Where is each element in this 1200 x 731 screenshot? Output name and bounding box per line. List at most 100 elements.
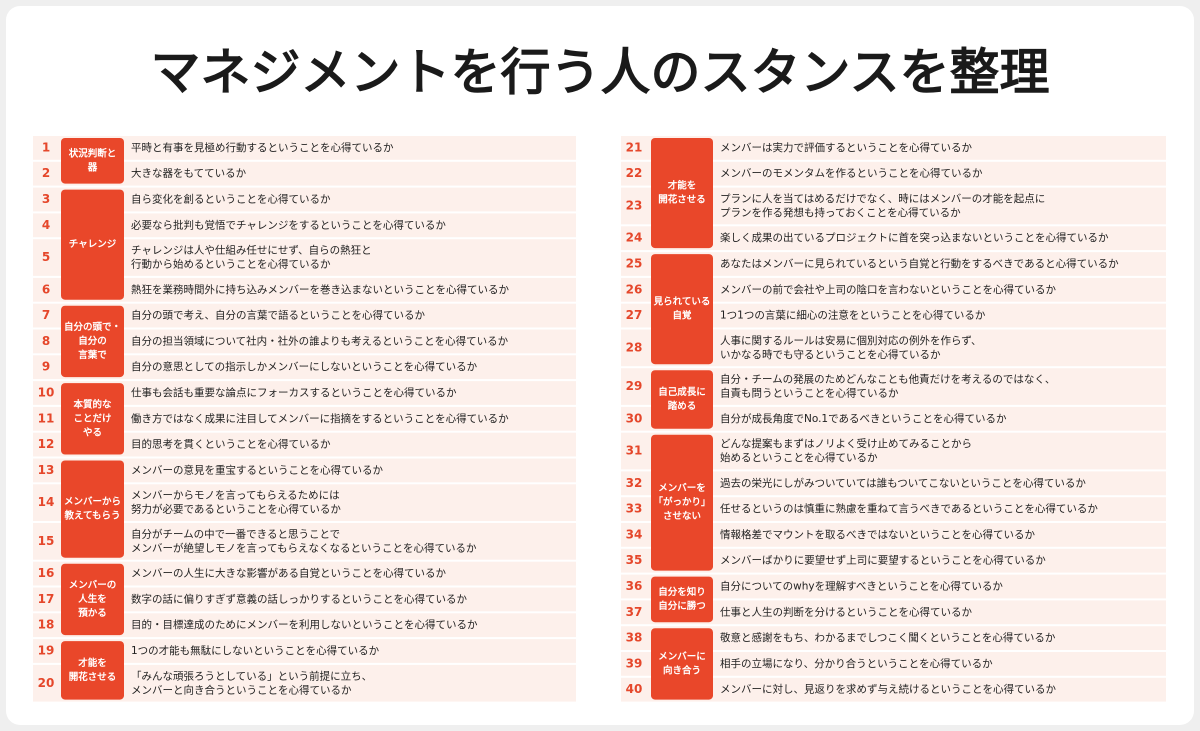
item-text: 始めるということを心得ているか	[720, 451, 878, 464]
group-box	[61, 641, 124, 700]
item-text: 自分が成長角度でNo.1であるべきということを心得ているか	[720, 412, 1007, 425]
item-number: 38	[626, 631, 643, 645]
group-box	[651, 254, 713, 365]
group-label: 言葉で	[78, 349, 107, 361]
item-text: 自ら変化を創るということを心得ているか	[131, 193, 331, 206]
item-text: 1つの才能も無駄にしないということを心得ているか	[131, 644, 380, 657]
group-label: 踏める	[668, 400, 697, 412]
item-number: 29	[626, 379, 643, 393]
item-number: 40	[626, 682, 643, 696]
group-box	[61, 189, 124, 300]
item-number: 31	[626, 444, 643, 458]
row-band	[33, 136, 576, 160]
item-text: 大きな器をもてているか	[131, 167, 247, 180]
group-label: させない	[663, 511, 701, 522]
row-band	[33, 187, 576, 212]
item-text: 任せるというのは慎重に熟慮を重ねて言うべきであるということを心得ているか	[720, 502, 1098, 515]
group-label: 人生を	[78, 593, 107, 605]
item-text: 行動から始めるということを心得ているか	[131, 258, 331, 271]
group-box	[651, 370, 713, 429]
item-number: 5	[42, 250, 50, 264]
group-label: 開花させる	[658, 194, 706, 206]
group-label: チャレンジ	[69, 239, 117, 250]
item-text: 相手の立場になり、分かり合うということを心得ているか	[720, 657, 993, 670]
item-text: 必要なら批判も覚悟でチャレンジをするということを心得ているか	[131, 218, 446, 231]
group-box	[651, 628, 713, 700]
item-number: 28	[626, 340, 643, 354]
item-number: 15	[38, 534, 55, 548]
item-text: プランに人を当てはめるだけでなく、時にはメンバーの才能を起点に	[720, 192, 1045, 205]
item-number: 36	[626, 579, 643, 593]
group-label: 器	[87, 162, 98, 173]
item-text: 努力が必要であるということを心得ているか	[131, 503, 341, 516]
item-text: 情報格差でマウントを取るべきではないということを心得ているか	[720, 528, 1035, 541]
item-text: メンバーの人生に大きな影響がある自覚ということを心得ているか	[131, 567, 446, 580]
row-band	[621, 471, 1166, 496]
item-number: 24	[626, 231, 643, 245]
item-number: 10	[38, 386, 55, 400]
row-band	[33, 561, 576, 586]
group-label: 自分の頭で・	[64, 321, 121, 333]
item-text: 人事に関するルールは安易に個別対応の例外を作らず、	[720, 334, 982, 347]
item-text: メンバーと向き合うということを心得ているか	[131, 683, 352, 696]
item-number: 9	[42, 360, 50, 374]
group-label: 開花させる	[69, 671, 117, 683]
group-label: 才能を	[77, 657, 107, 669]
item-number: 25	[626, 257, 643, 271]
item-number: 7	[42, 308, 50, 322]
item-text: 仕事と人生の判断を分けるということを心得ているか	[720, 605, 972, 618]
group-box	[61, 383, 124, 455]
item-text: 自分の担当領域について社内・社外の誰よりも考えるということを心得ているか	[131, 334, 509, 347]
item-number: 27	[626, 308, 643, 322]
row-band	[621, 252, 1166, 276]
item-text: チャレンジは人や仕組み任せにせず、自らの熱狂と	[131, 244, 372, 257]
item-number: 32	[626, 476, 643, 490]
row-band	[621, 136, 1166, 160]
group-label: ことだけ	[73, 413, 111, 424]
item-text: 平時と有事を見極め行動するということを心得ているか	[131, 141, 394, 154]
group-box	[61, 460, 124, 558]
row-band	[621, 497, 1166, 521]
item-number: 20	[38, 676, 55, 690]
row-band	[33, 432, 576, 457]
row-band	[621, 161, 1166, 186]
group-box	[61, 138, 124, 184]
row-band	[33, 303, 576, 328]
item-text: メンバーからモノを言ってもらえるためには	[131, 489, 340, 502]
row-band	[621, 626, 1166, 650]
row-band	[621, 600, 1166, 625]
page-title: マネジメントを行う人のスタンスを整理	[151, 44, 1050, 102]
item-number: 18	[38, 618, 55, 632]
item-number: 3	[42, 192, 50, 206]
item-text: 敬意と感謝をもち、わかるまでしつこく聞くということを心得ているか	[720, 631, 1056, 644]
row-band	[33, 381, 576, 405]
group-label: 自分に勝つ	[658, 600, 706, 612]
row-band	[33, 613, 576, 638]
row-band	[621, 523, 1166, 547]
item-number: 13	[38, 463, 55, 477]
item-number: 11	[38, 411, 55, 425]
row-band	[621, 277, 1166, 302]
row-band	[33, 587, 576, 612]
group-label: 「がっかり」	[653, 496, 710, 508]
group-label: 自分の	[78, 335, 107, 347]
item-text: 熱狂を業務時間外に持ち込みメンバーを巻き込まないということを心得ているか	[131, 283, 509, 296]
group-label: 状況判断と	[69, 147, 117, 159]
group-label: やる	[83, 427, 102, 438]
group-label: 自己成長に	[658, 386, 706, 398]
item-number: 21	[626, 140, 643, 154]
item-text: プランを作る発想も持っておくことを心得ているか	[720, 206, 961, 219]
item-text: 自分の頭で考え、自分の言葉で語るということを心得ているか	[131, 309, 425, 322]
item-number: 17	[38, 592, 55, 606]
group-label: 才能を	[667, 180, 697, 192]
group-label: 向き合う	[663, 664, 701, 676]
group-label: 教えてもらう	[63, 510, 120, 522]
item-text: 自分についてのwhyを理解すべきということを心得ているか	[720, 580, 1003, 593]
group-label: メンバーから	[64, 496, 121, 508]
row-band	[33, 161, 576, 186]
item-text: 自責も問うということを心得ているか	[720, 387, 899, 400]
item-number: 35	[626, 553, 643, 567]
item-number: 14	[38, 495, 55, 509]
row-band	[33, 406, 576, 431]
